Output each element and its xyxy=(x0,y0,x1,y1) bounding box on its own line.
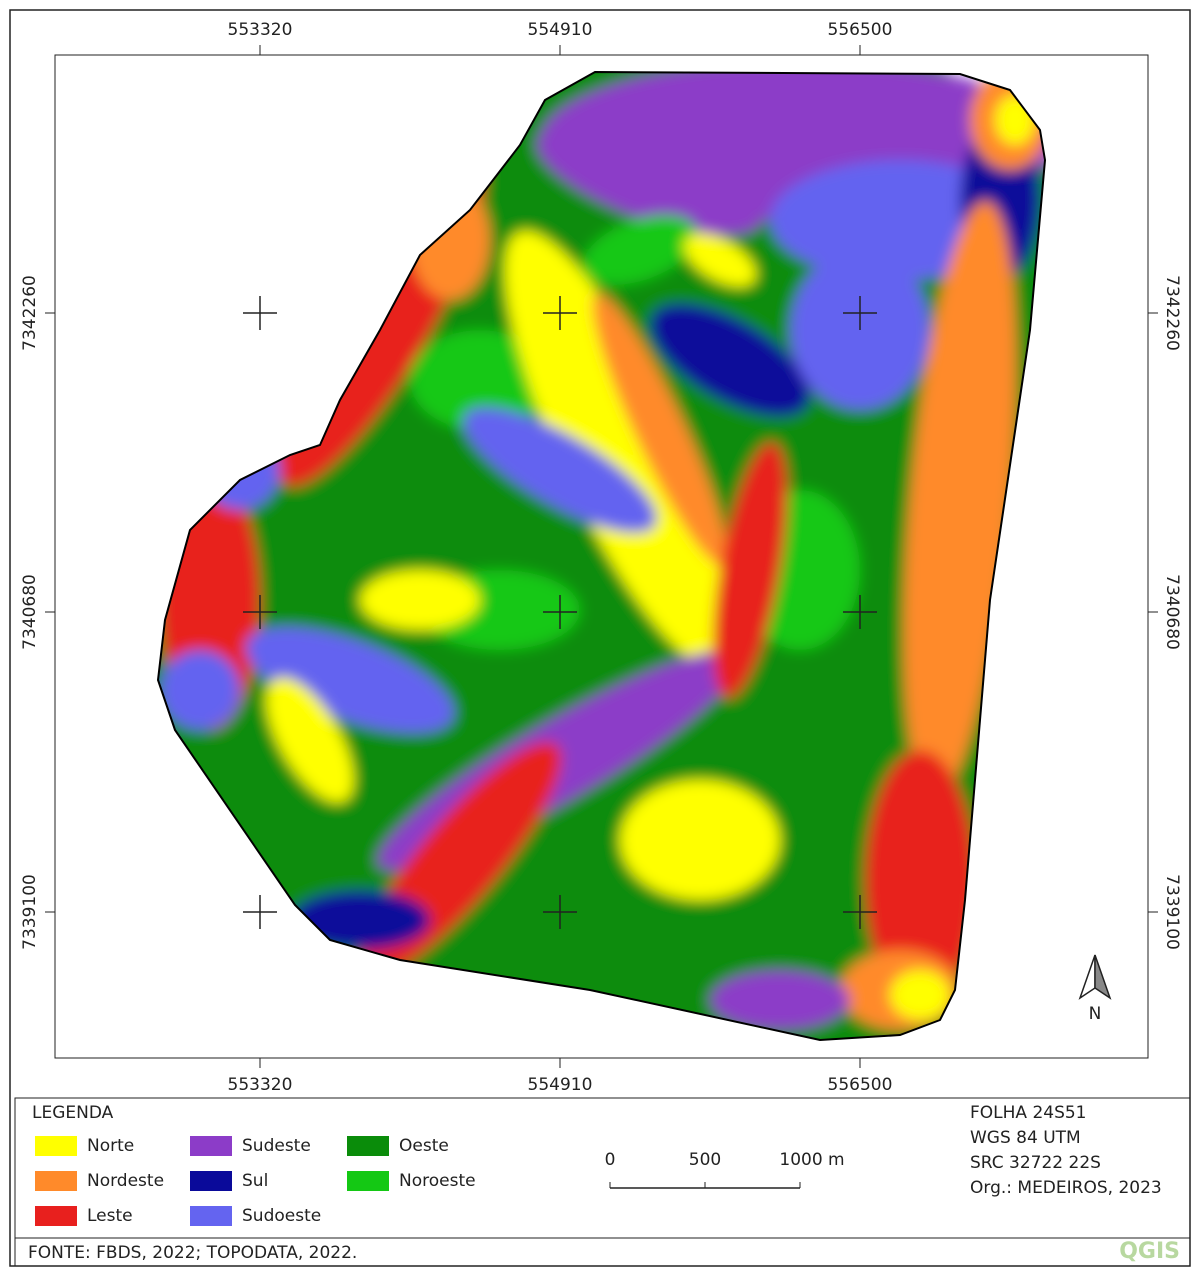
legend-swatch xyxy=(347,1136,389,1156)
legend-swatch xyxy=(190,1171,232,1191)
legend-title: LEGENDA xyxy=(32,1103,114,1123)
legend-swatch xyxy=(190,1206,232,1226)
x-coord-label: 553320 xyxy=(228,1075,293,1095)
aspect-patch xyxy=(620,780,780,900)
x-coord-label: 556500 xyxy=(828,20,893,40)
x-coord-label: 554910 xyxy=(528,20,593,40)
legend-swatch xyxy=(190,1136,232,1156)
aspect-raster xyxy=(0,0,1196,1160)
scale-bar: 0 500 1000 m xyxy=(605,1150,845,1188)
legend-label: Leste xyxy=(87,1206,133,1226)
y-coord-label: 7339100 xyxy=(20,874,40,950)
y-coord-label: 7340680 xyxy=(20,574,40,650)
info-text: WGS 84 UTM xyxy=(970,1128,1081,1148)
legend-label: Sul xyxy=(242,1171,268,1191)
scale-label: 0 xyxy=(605,1150,616,1170)
legend-label: Norte xyxy=(87,1136,134,1156)
legend-swatch xyxy=(35,1171,77,1191)
y-coord-label: 7342260 xyxy=(1162,275,1182,351)
aspect-patch xyxy=(360,570,480,630)
legend-swatch xyxy=(35,1136,77,1156)
north-label: N xyxy=(1089,1004,1102,1024)
legend-label: Oeste xyxy=(399,1136,449,1156)
x-coord-label: 554910 xyxy=(528,1075,593,1095)
legend-label: Noroeste xyxy=(399,1171,476,1191)
scale-label: 1000 m xyxy=(779,1150,844,1170)
legend-swatch xyxy=(35,1206,77,1226)
y-coord-label: 7340680 xyxy=(1162,574,1182,650)
qgis-logo: QGIS xyxy=(1119,1239,1180,1264)
legend-label: Nordeste xyxy=(87,1171,164,1191)
legend-label: Sudeste xyxy=(242,1136,311,1156)
scale-label: 500 xyxy=(689,1150,721,1170)
info-text: FOLHA 24S51 xyxy=(970,1103,1087,1123)
y-coord-label: 7342260 xyxy=(20,275,40,351)
x-coord-label: 556500 xyxy=(828,1075,893,1095)
legend-label: Sudoeste xyxy=(242,1206,321,1226)
aspect-patch xyxy=(995,95,1035,145)
aspect-patch xyxy=(200,430,280,510)
y-coord-label: 7339100 xyxy=(1162,874,1182,950)
map-page: 553320 553320 554910 554910 556500 556500 7342… xyxy=(0,0,1196,1271)
info-text: Org.: MEDEIROS, 2023 xyxy=(970,1178,1162,1198)
x-coord-label: 553320 xyxy=(228,20,293,40)
aspect-patch xyxy=(160,650,240,730)
info-text: SRC 32722 22S xyxy=(970,1153,1101,1173)
north-arrow: N xyxy=(1080,955,1110,1024)
footer-text: FONTE: FBDS, 2022; TOPODATA, 2022. xyxy=(28,1243,357,1263)
aspect-patch xyxy=(890,970,950,1020)
legend-swatch xyxy=(347,1171,389,1191)
